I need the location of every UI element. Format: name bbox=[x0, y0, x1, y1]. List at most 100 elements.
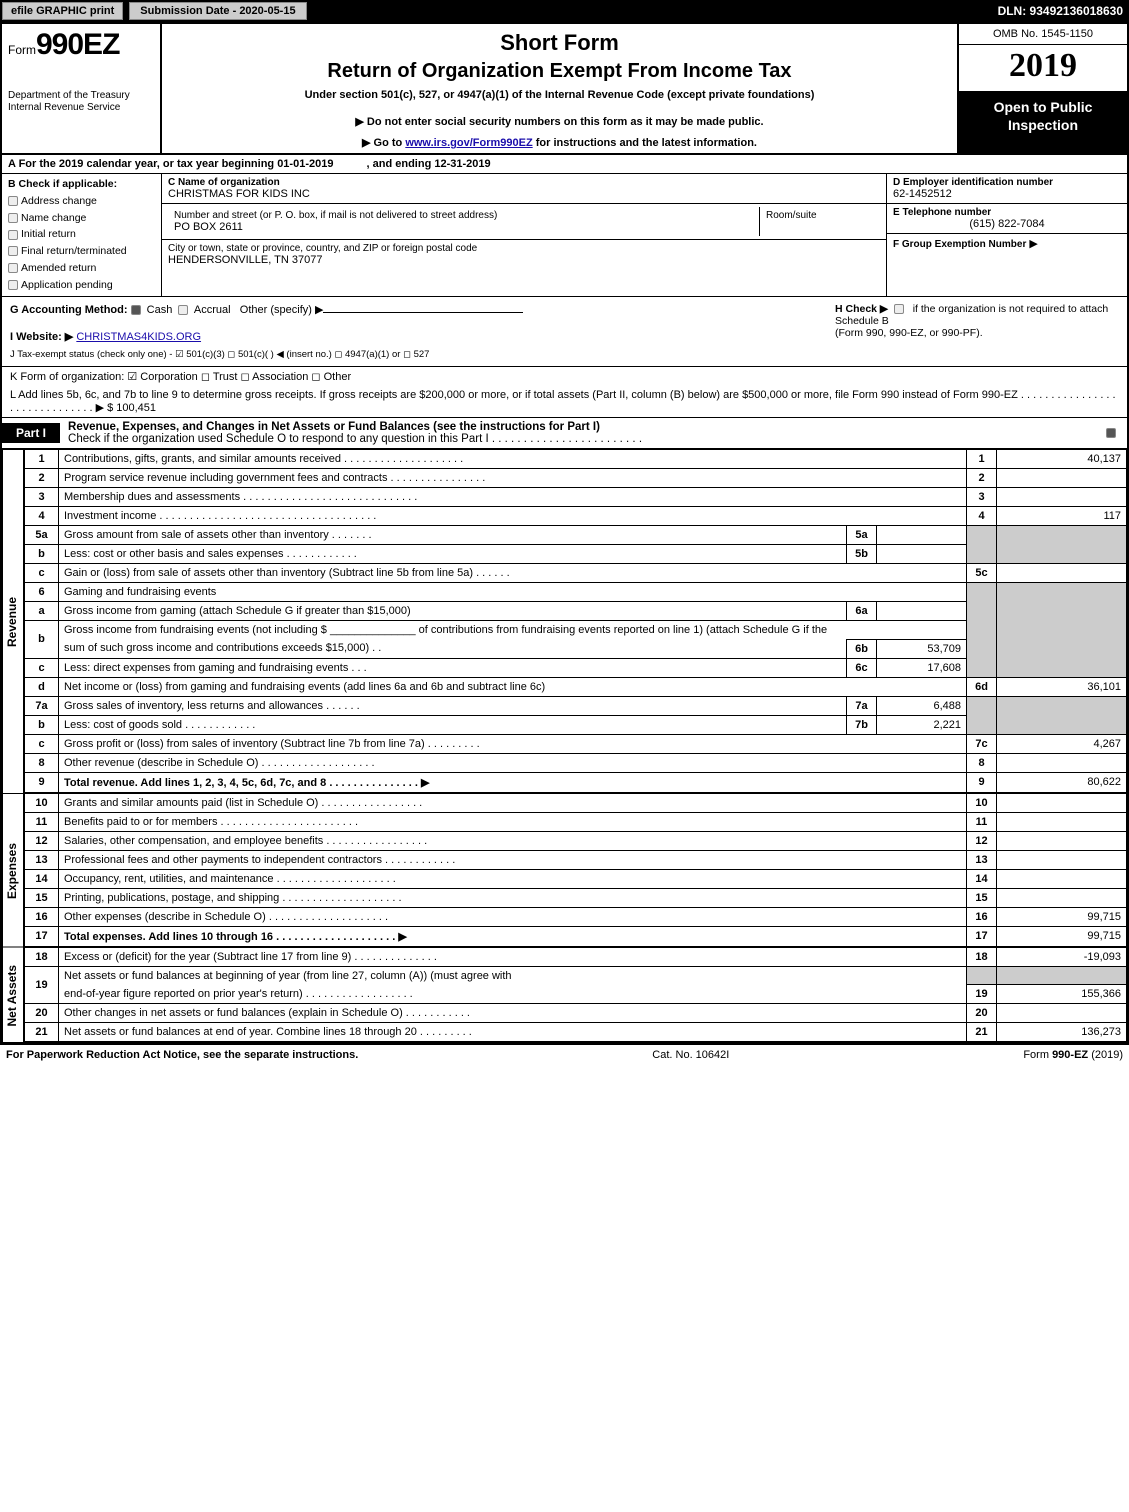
revenue-section: Revenue 1Contributions, gifts, grants, a… bbox=[2, 449, 1127, 793]
line-19b: end-of-year figure reported on prior yea… bbox=[25, 985, 1127, 1004]
line-2: 2Program service revenue including gover… bbox=[25, 468, 1127, 487]
line-6: 6Gaming and fundraising events bbox=[25, 582, 1127, 601]
open-line1: Open to Public bbox=[963, 98, 1123, 116]
part1-subtitle: Check if the organization used Schedule … bbox=[68, 433, 642, 445]
h-check-label: H Check ▶ bbox=[835, 303, 888, 315]
line-5a: 5aGross amount from sale of assets other… bbox=[25, 525, 1127, 544]
title-short-form: Short Form bbox=[170, 30, 949, 56]
org-city-label: City or town, state or province, country… bbox=[168, 243, 880, 254]
col-b-check: B Check if applicable: Address change Na… bbox=[2, 174, 162, 296]
row-a-calendar: A For the 2019 calendar year, or tax yea… bbox=[2, 155, 1127, 174]
line-3: 3Membership dues and assessments . . . .… bbox=[25, 487, 1127, 506]
line-5b: bLess: cost or other basis and sales exp… bbox=[25, 544, 1127, 563]
line-18: 18Excess or (deficit) for the year (Subt… bbox=[25, 947, 1127, 966]
org-city-value: HENDERSONVILLE, TN 37077 bbox=[168, 254, 880, 266]
line-6a: aGross income from gaming (attach Schedu… bbox=[25, 601, 1127, 620]
line-7b: bLess: cost of goods sold . . . . . . . … bbox=[25, 715, 1127, 734]
website-link[interactable]: CHRISTMAS4KIDS.ORG bbox=[76, 331, 201, 343]
ein-box: D Employer identification number 62-1452… bbox=[887, 174, 1127, 204]
row-gh: G Accounting Method: Cash Accrual Other … bbox=[2, 297, 1127, 367]
part1-checkbox[interactable] bbox=[1097, 427, 1127, 439]
open-to-public: Open to Public Inspection bbox=[959, 92, 1127, 153]
expenses-table: 10Grants and similar amounts paid (list … bbox=[24, 793, 1127, 947]
netassets-table: 18Excess or (deficit) for the year (Subt… bbox=[24, 947, 1127, 1043]
netassets-sidelabel: Net Assets bbox=[2, 947, 24, 1043]
expenses-section: Expenses 10Grants and similar amounts pa… bbox=[2, 793, 1127, 947]
group-exemption-arrow: ▶ bbox=[1029, 238, 1037, 250]
dept-line1: Department of the Treasury bbox=[8, 90, 154, 102]
line-5c: cGain or (loss) from sale of assets othe… bbox=[25, 563, 1127, 582]
irs-link[interactable]: www.irs.gov/Form990EZ bbox=[405, 137, 532, 149]
line-10: 10Grants and similar amounts paid (list … bbox=[25, 793, 1127, 812]
tel-label: E Telephone number bbox=[893, 207, 1121, 218]
line-14: 14Occupancy, rent, utilities, and mainte… bbox=[25, 869, 1127, 888]
chk-accrual[interactable] bbox=[178, 305, 188, 315]
chk-amended-return[interactable]: Amended return bbox=[8, 260, 155, 277]
room-suite-label: Room/suite bbox=[760, 207, 880, 236]
line-15: 15Printing, publications, postage, and s… bbox=[25, 888, 1127, 907]
line-11: 11Benefits paid to or for members . . . … bbox=[25, 812, 1127, 831]
line-9: 9Total revenue. Add lines 1, 2, 3, 4, 5c… bbox=[25, 772, 1127, 792]
org-name-label: C Name of organization bbox=[168, 177, 880, 188]
chk-final-return[interactable]: Final return/terminated bbox=[8, 243, 155, 260]
part1-tag: Part I bbox=[2, 423, 60, 443]
chk-cash[interactable] bbox=[131, 305, 141, 315]
line-6b: bGross income from fundraising events (n… bbox=[25, 620, 1127, 639]
col-b-title: B Check if applicable: bbox=[8, 176, 155, 193]
col-d-ein: D Employer identification number 62-1452… bbox=[887, 174, 1127, 296]
line-6b2: sum of such gross income and contributio… bbox=[25, 639, 1127, 658]
g-other: Other (specify) ▶ bbox=[240, 304, 324, 316]
footer-right: Form 990-EZ (2019) bbox=[1023, 1049, 1123, 1061]
header-middle: Short Form Return of Organization Exempt… bbox=[162, 24, 957, 153]
line-13: 13Professional fees and other payments t… bbox=[25, 850, 1127, 869]
line-1: 1Contributions, gifts, grants, and simil… bbox=[25, 449, 1127, 468]
header-left: Form990EZ Department of the Treasury Int… bbox=[2, 24, 162, 153]
tax-year: 2019 bbox=[959, 45, 1127, 92]
dept-treasury: Department of the Treasury Internal Reve… bbox=[8, 90, 154, 114]
g-cash: Cash bbox=[147, 304, 173, 316]
footer-left: For Paperwork Reduction Act Notice, see … bbox=[6, 1049, 358, 1061]
line-6c: cLess: direct expenses from gaming and f… bbox=[25, 658, 1127, 677]
expenses-sidelabel: Expenses bbox=[2, 793, 24, 947]
j-tax-exempt: J Tax-exempt status (check only one) - ☑… bbox=[10, 349, 819, 360]
chk-application-pending[interactable]: Application pending bbox=[8, 277, 155, 294]
i-label: I Website: ▶ bbox=[10, 331, 73, 343]
subtitle-ssn: ▶ Do not enter social security numbers o… bbox=[170, 115, 949, 128]
chk-address-change[interactable]: Address change bbox=[8, 193, 155, 210]
part1-title: Revenue, Expenses, and Changes in Net As… bbox=[60, 418, 1097, 448]
submission-date-label: Submission Date - 2020-05-15 bbox=[129, 2, 306, 20]
revenue-table: 1Contributions, gifts, grants, and simil… bbox=[24, 449, 1127, 793]
line-4: 4Investment income . . . . . . . . . . .… bbox=[25, 506, 1127, 525]
row-a-label: A For the 2019 calendar year, or tax yea… bbox=[8, 158, 333, 170]
org-city-box: City or town, state or province, country… bbox=[162, 240, 886, 269]
dept-line2: Internal Revenue Service bbox=[8, 102, 154, 114]
group-exemption-box: F Group Exemption Number ▶ bbox=[887, 234, 1127, 253]
org-addr-value: PO BOX 2611 bbox=[174, 221, 753, 233]
org-addr-box: Number and street (or P. O. box, if mail… bbox=[162, 204, 886, 240]
efile-print-button[interactable]: efile GRAPHIC print bbox=[2, 2, 123, 20]
ein-label: D Employer identification number bbox=[893, 177, 1121, 188]
org-name-value: CHRISTMAS FOR KIDS INC bbox=[168, 188, 880, 200]
line-19a: 19Net assets or fund balances at beginni… bbox=[25, 966, 1127, 985]
section-bcde: B Check if applicable: Address change Na… bbox=[2, 174, 1127, 297]
top-bar: efile GRAPHIC print Submission Date - 20… bbox=[0, 0, 1129, 22]
g-other-blank[interactable] bbox=[323, 312, 523, 313]
row-a-ending: , and ending 12-31-2019 bbox=[367, 158, 491, 170]
row-k: K Form of organization: ☑ Corporation ◻ … bbox=[2, 367, 1127, 386]
line-16: 16Other expenses (describe in Schedule O… bbox=[25, 907, 1127, 926]
page-footer: For Paperwork Reduction Act Notice, see … bbox=[0, 1044, 1129, 1065]
form-header: Form990EZ Department of the Treasury Int… bbox=[2, 24, 1127, 155]
chk-initial-return[interactable]: Initial return bbox=[8, 226, 155, 243]
netassets-section: Net Assets 18Excess or (deficit) for the… bbox=[2, 947, 1127, 1043]
chk-h[interactable] bbox=[894, 304, 904, 314]
part1-header: Part I Revenue, Expenses, and Changes in… bbox=[2, 418, 1127, 449]
line-12: 12Salaries, other compensation, and empl… bbox=[25, 831, 1127, 850]
subtitle-section: Under section 501(c), 527, or 4947(a)(1)… bbox=[170, 89, 949, 101]
line-17: 17Total expenses. Add lines 10 through 1… bbox=[25, 926, 1127, 946]
col-c-org: C Name of organization CHRISTMAS FOR KID… bbox=[162, 174, 887, 296]
org-addr-label: Number and street (or P. O. box, if mail… bbox=[174, 210, 753, 221]
chk-name-change[interactable]: Name change bbox=[8, 210, 155, 227]
footer-catno: Cat. No. 10642I bbox=[358, 1049, 1023, 1061]
goto-post: for instructions and the latest informat… bbox=[533, 137, 757, 149]
revenue-sidelabel: Revenue bbox=[2, 449, 24, 793]
